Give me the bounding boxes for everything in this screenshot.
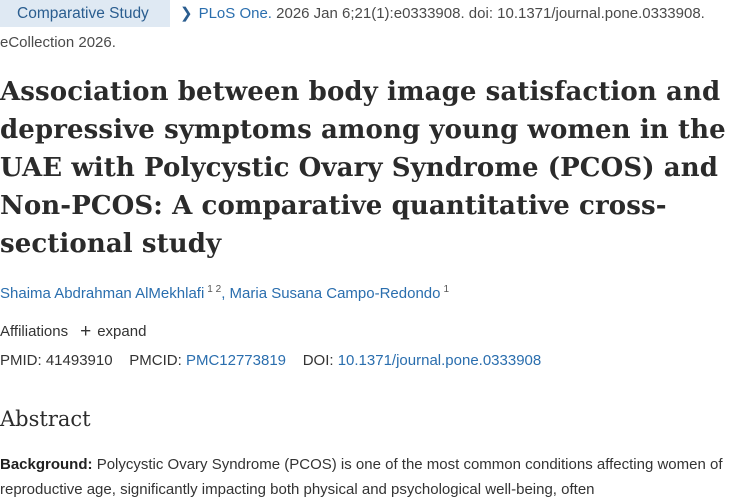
doi-label: DOI: (302, 352, 334, 369)
ecollection-text: eCollection 2026. (0, 34, 116, 51)
background-text: Polycystic Ovary Syndrome (PCOS) is one … (0, 456, 723, 498)
doi-link[interactable]: 10.1371/journal.pone.0333908 (337, 352, 542, 369)
background-label: Background: (0, 456, 93, 473)
abstract-heading: Abstract (0, 407, 91, 431)
publication-type-badge[interactable]: Comparative Study (0, 0, 170, 27)
author-affiliation-refs-2[interactable]: 1 (443, 284, 450, 295)
affiliations-label: Affiliations (0, 323, 69, 340)
plus-icon: + (80, 321, 92, 342)
citation-bar: Comparative Study ❯ PLoS One. 2026 Jan 6;… (0, 0, 750, 30)
author-list: Shaima Abdrahman AlMekhlafi 1 2, Maria Su… (0, 284, 449, 302)
pmcid-link[interactable]: PMC12773819 (185, 352, 287, 369)
pmid-value: 41493910 (45, 352, 113, 369)
author-link-2[interactable]: Maria Susana Campo-Redondo (229, 285, 441, 302)
journal-link[interactable]: PLoS One. (198, 5, 272, 22)
abstract-background: Background: Polycystic Ovary Syndrome (P… (0, 452, 748, 502)
chevron-right-icon[interactable]: ❯ (180, 5, 193, 22)
citation-line: ❯ PLoS One. 2026 Jan 6;21(1):e0333908. do… (180, 4, 705, 22)
author-separator: , (221, 285, 226, 302)
expand-affiliations-button[interactable]: + expand (80, 321, 147, 342)
identifiers-row: PMID: 41493910 PMCID: PMC12773819 DOI: 1… (0, 352, 541, 369)
expand-label: expand (97, 323, 147, 340)
author-link-1[interactable]: Shaima Abdrahman AlMekhlafi (0, 285, 205, 302)
affiliations-row: Affiliations + expand (0, 321, 147, 342)
pmid-label: PMID: (0, 352, 42, 369)
author-affiliation-refs-1[interactable]: 1 2 (207, 284, 222, 295)
citation-details: 2026 Jan 6;21(1):e0333908. doi: 10.1371/… (276, 5, 705, 22)
article-title: Association between body image satisfact… (0, 77, 726, 259)
pmcid-label: PMCID: (129, 352, 182, 369)
